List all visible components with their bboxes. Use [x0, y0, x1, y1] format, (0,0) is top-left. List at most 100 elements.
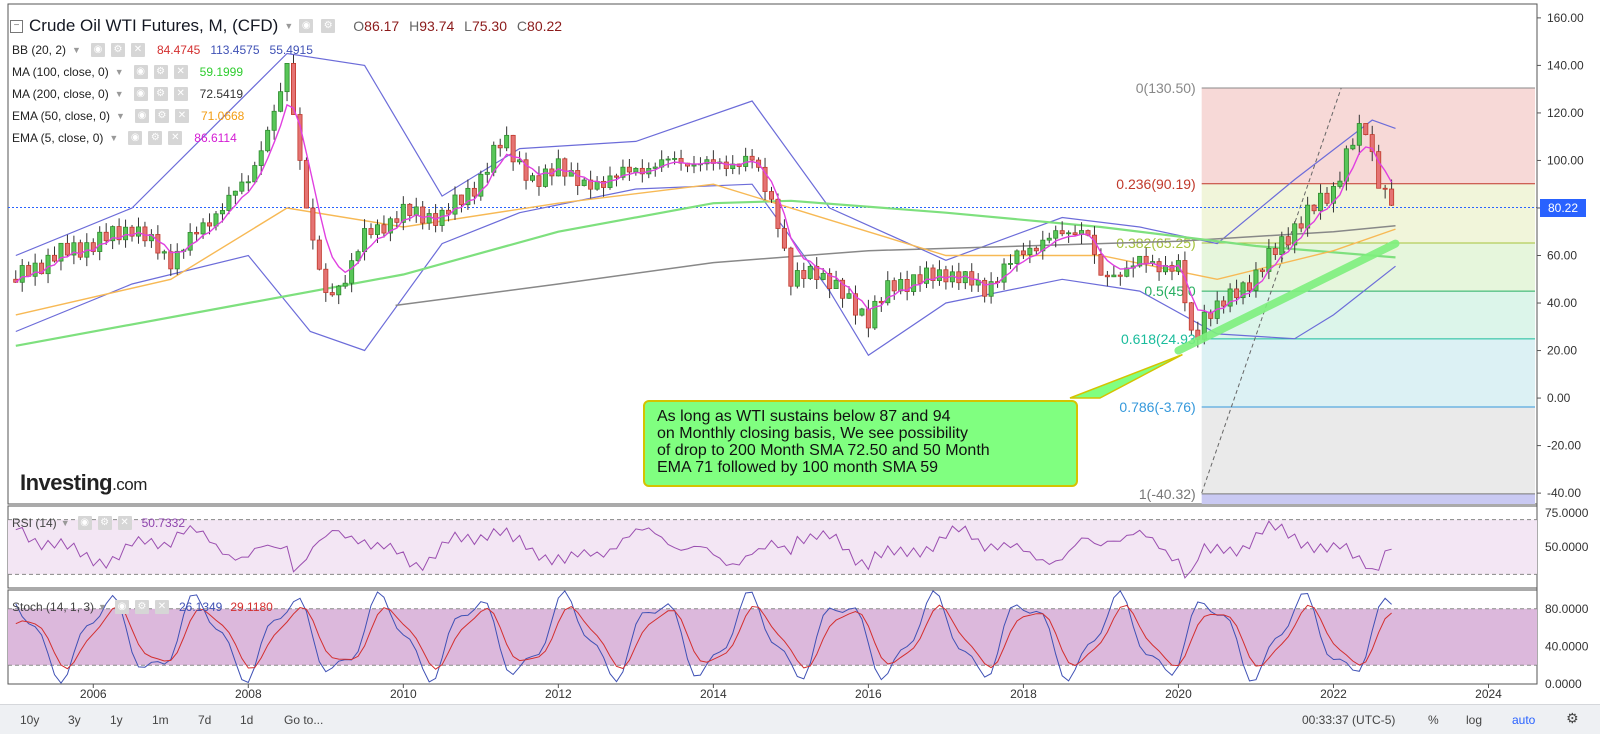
candle	[704, 159, 710, 165]
gear-icon[interactable]: ⚙	[1566, 710, 1579, 726]
candle	[207, 222, 213, 227]
eye-icon[interactable]: ◉	[90, 43, 105, 57]
chevron-down-icon[interactable]: ▼	[98, 602, 107, 612]
chevron-down-icon[interactable]: ▼	[114, 67, 124, 77]
gear-icon[interactable]: ⚙	[153, 87, 168, 101]
candle	[601, 180, 607, 188]
candle	[1143, 255, 1149, 264]
rsi-tick-label: 50.0000	[1545, 540, 1589, 554]
time-tick-label: 2024	[1475, 687, 1502, 701]
close-icon[interactable]: ✕	[154, 600, 169, 614]
clock-readout[interactable]: 00:33:37 (UTC-5)	[1302, 713, 1396, 727]
eye-icon[interactable]: ◉	[133, 87, 148, 101]
eye-icon[interactable]: ◉	[299, 19, 314, 33]
candle	[39, 262, 45, 275]
candle	[626, 166, 632, 173]
eye-icon[interactable]: ◉	[77, 516, 92, 530]
fib-level-label: 0.382(65.25)	[1116, 235, 1195, 251]
collapse-icon[interactable]: −	[10, 19, 23, 33]
candle	[1053, 230, 1059, 239]
candle	[1169, 265, 1175, 272]
rsi-label: RSI (14)	[12, 516, 57, 530]
gear-icon[interactable]: ⚙	[321, 19, 336, 33]
time-tick-label: 2014	[700, 687, 727, 701]
close-icon[interactable]: ✕	[174, 109, 189, 123]
auto-toggle[interactable]: auto	[1512, 713, 1536, 727]
range-button-10y[interactable]: 10y	[20, 713, 40, 727]
eye-icon[interactable]: ◉	[128, 131, 143, 145]
range-button-1d[interactable]: 1d	[240, 713, 254, 727]
gear-icon[interactable]: ⚙	[110, 43, 125, 57]
candle	[781, 228, 787, 249]
candle	[478, 173, 484, 197]
annotation-line: As long as WTI sustains below 87 and 94	[657, 408, 951, 425]
chart-canvas[interactable]: 0(130.50)0.236(90.19)0.382(65.25)0.5(45.…	[0, 0, 1600, 704]
gear-icon[interactable]: ⚙	[153, 65, 168, 79]
candle	[1208, 311, 1214, 319]
candle	[1279, 236, 1285, 255]
bottom-toolbar: 10y 3y 1y 1m 7d 1d Go to... 00:33:37 (UT…	[0, 704, 1600, 734]
annotation-line: on Monthly closing basis, We see possibi…	[657, 425, 968, 442]
candle	[620, 166, 626, 178]
rsi-value: 50.7332	[141, 516, 185, 530]
chevron-down-icon[interactable]: ▼	[116, 111, 125, 121]
indicator-legend-row: BB (20, 2) ▼ ◉ ⚙ ✕ 84.4745 113.4575 55.4915	[12, 42, 313, 58]
candle	[64, 242, 70, 256]
candle	[1027, 247, 1033, 255]
candle	[852, 293, 858, 316]
percent-toggle[interactable]: %	[1428, 713, 1439, 727]
gear-icon[interactable]: ⚙	[97, 516, 112, 530]
close-icon[interactable]: ✕	[168, 131, 183, 145]
stoch-tick-label: 40.0000	[1545, 639, 1589, 653]
time-tick-label: 2022	[1320, 687, 1347, 701]
candle	[691, 164, 697, 167]
chevron-down-icon[interactable]: ▼	[114, 89, 124, 99]
range-button-1y[interactable]: 1y	[110, 713, 123, 727]
candle	[465, 187, 471, 206]
chevron-down-icon[interactable]: ▼	[72, 45, 81, 55]
candle	[336, 285, 342, 296]
range-button-7d[interactable]: 7d	[198, 713, 212, 727]
close-icon[interactable]: ✕	[173, 65, 188, 79]
eye-icon[interactable]: ◉	[114, 600, 129, 614]
candle	[1298, 223, 1304, 229]
indicator-label: MA (200, close, 0)	[12, 87, 109, 101]
close-icon[interactable]: ✕	[117, 516, 132, 530]
indicator-value: 55.4915	[269, 43, 313, 57]
candle	[924, 267, 930, 284]
chevron-down-icon[interactable]: ▼	[284, 21, 294, 31]
candle	[1001, 263, 1007, 283]
goto-button[interactable]: Go to...	[284, 713, 324, 727]
chevron-down-icon[interactable]: ▼	[109, 133, 119, 143]
gear-icon[interactable]: ⚙	[148, 131, 163, 145]
candle	[342, 282, 348, 287]
gear-icon[interactable]: ⚙	[154, 109, 169, 123]
candle	[129, 226, 135, 237]
candle	[1014, 250, 1020, 264]
candle	[794, 270, 800, 287]
range-button-3y[interactable]: 3y	[68, 713, 81, 727]
log-toggle[interactable]: log	[1466, 713, 1483, 727]
candle	[1330, 185, 1336, 204]
eye-icon[interactable]: ◉	[133, 65, 148, 79]
eye-icon[interactable]: ◉	[134, 109, 149, 123]
candle	[374, 224, 380, 235]
annotation-callout[interactable]: As long as WTI sustains below 87 and 94 …	[643, 400, 1078, 487]
chevron-down-icon[interactable]: ▼	[60, 518, 70, 528]
close-icon[interactable]: ✕	[130, 43, 145, 57]
candle	[155, 234, 161, 254]
indicator-label: BB (20, 2)	[12, 43, 67, 57]
candle	[769, 191, 774, 200]
candle	[1221, 300, 1227, 307]
instrument-title-row: − Crude Oil WTI Futures, M, (CFD) ▼ ◉ ⚙ …	[10, 16, 562, 36]
rsi-line	[15, 520, 1392, 579]
time-tick-label: 2018	[1010, 687, 1037, 701]
candle	[594, 180, 600, 190]
candle	[1363, 123, 1369, 135]
gear-icon[interactable]: ⚙	[134, 600, 149, 614]
fib-level-label: 0.236(90.19)	[1116, 176, 1195, 192]
range-button-1m[interactable]: 1m	[152, 713, 169, 727]
candle	[219, 210, 225, 215]
time-tick-label: 2020	[1165, 687, 1192, 701]
close-icon[interactable]: ✕	[173, 87, 188, 101]
